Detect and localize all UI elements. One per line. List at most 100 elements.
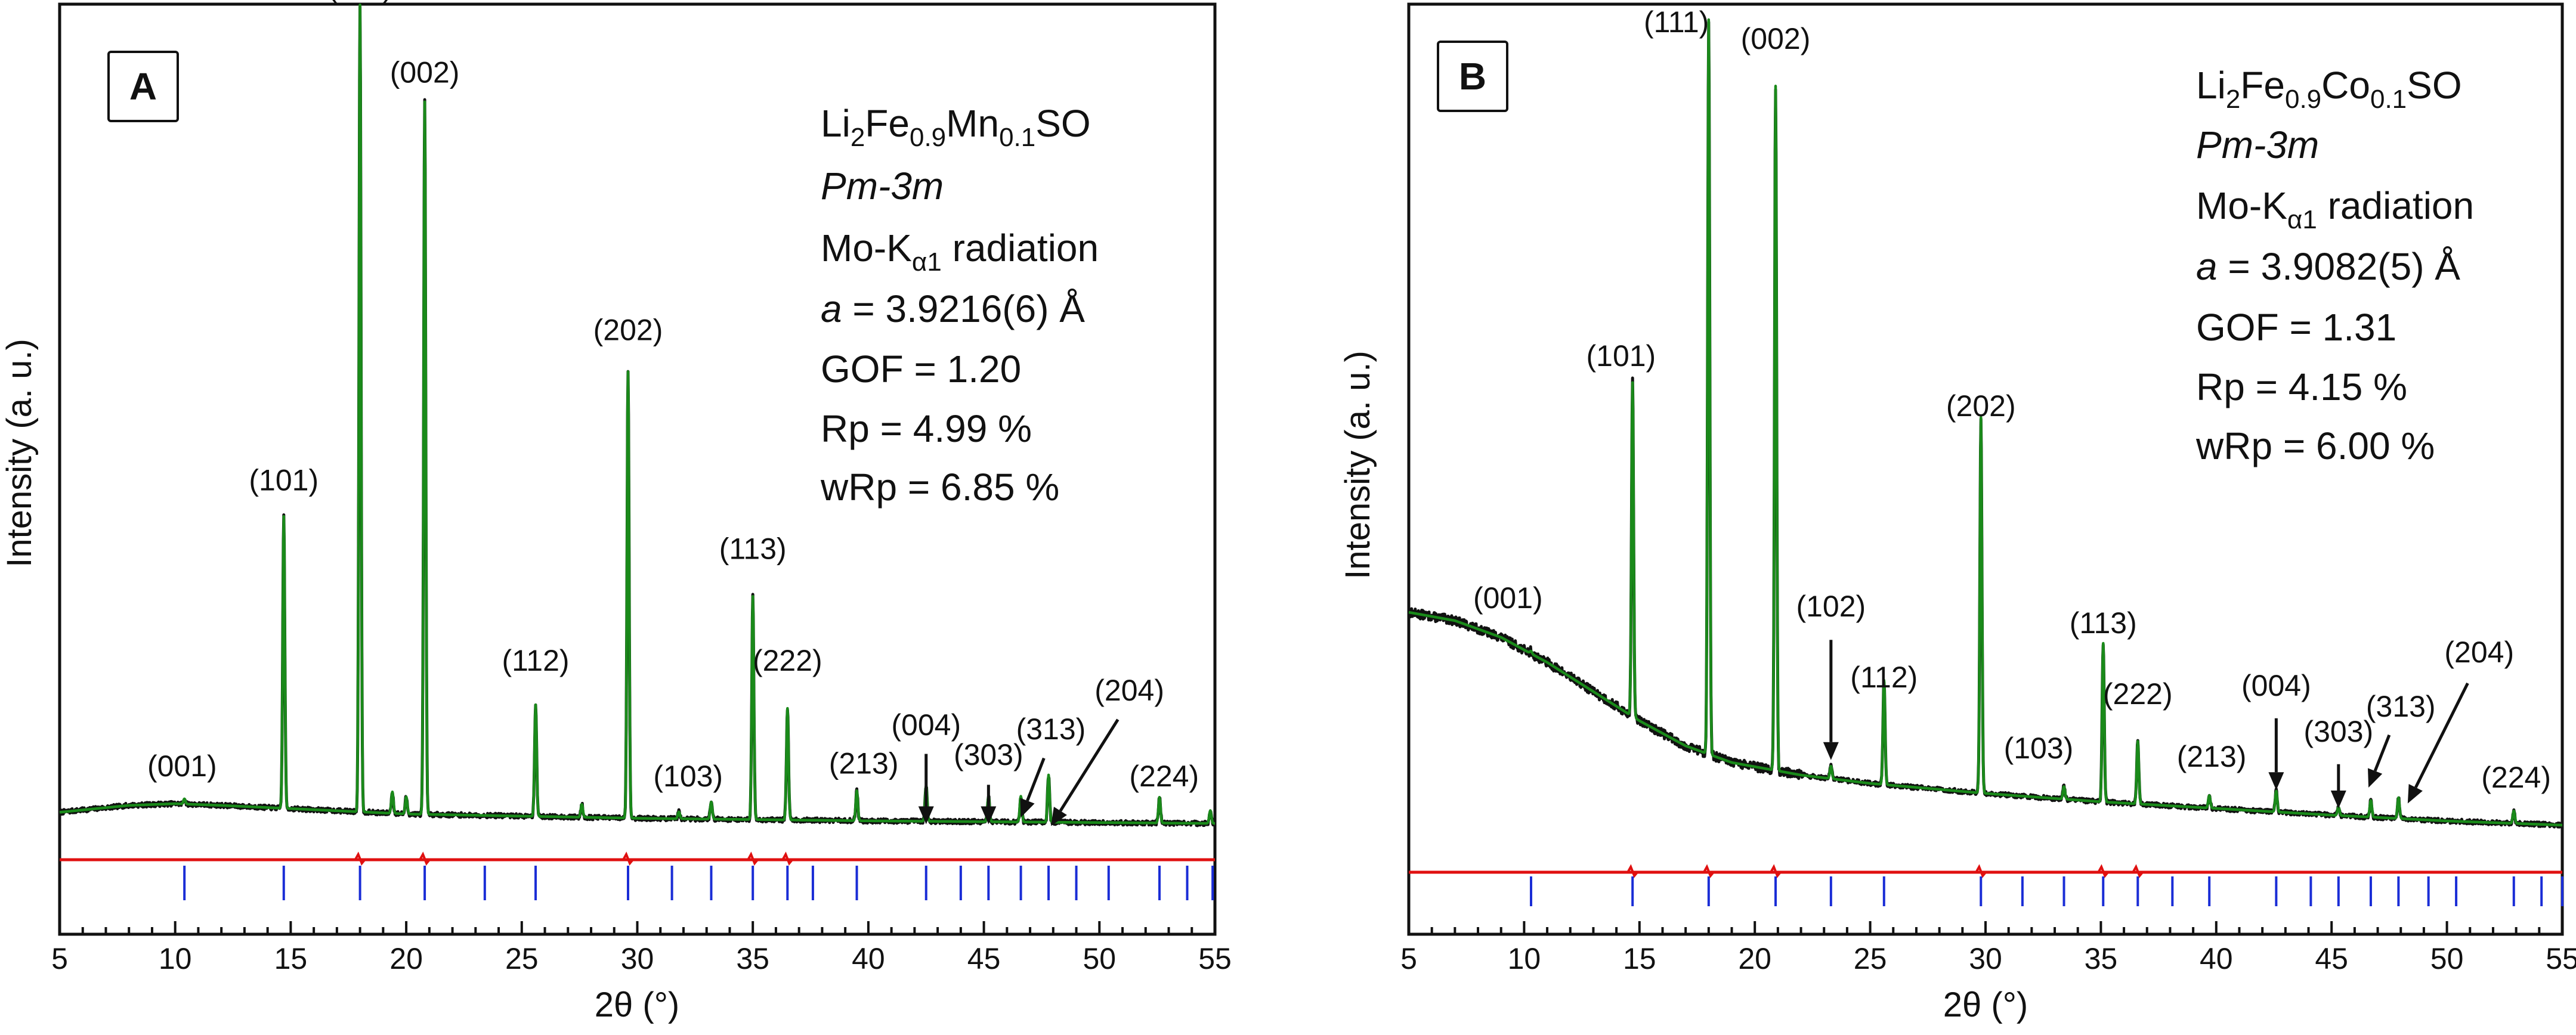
difference-ripples bbox=[354, 851, 793, 866]
peak-label: (002) bbox=[1741, 22, 1811, 55]
peak-arrow bbox=[1050, 718, 1120, 826]
y-axis-title: Intensity (a. u.) bbox=[0, 339, 39, 568]
x-axis-title: 2θ (°) bbox=[595, 986, 679, 1024]
peak-label: (111) bbox=[327, 0, 392, 3]
x-tick-label: 10 bbox=[159, 942, 192, 975]
peak-label: (112) bbox=[1850, 661, 1918, 694]
peak-arrow bbox=[2268, 718, 2284, 791]
peak-label: (101) bbox=[249, 463, 318, 497]
peak-label: (204) bbox=[1094, 674, 1164, 707]
peak-label: (202) bbox=[593, 313, 663, 346]
peak-label: (303) bbox=[954, 738, 1023, 771]
peak-label: (222) bbox=[2103, 677, 2173, 711]
compound-formula: Li2Fe0.9Mn0.1SO bbox=[821, 102, 1091, 152]
lattice-parameter: a = 3.9216(6) Å bbox=[821, 287, 1085, 330]
x-tick-label: 40 bbox=[2200, 942, 2233, 975]
peak-label: (102) bbox=[1796, 590, 1866, 623]
peak-label: (224) bbox=[2481, 761, 2551, 794]
peak-label: (303) bbox=[2303, 715, 2373, 748]
peak-arrow bbox=[1020, 757, 1046, 818]
space-group: Pm-3m bbox=[2196, 123, 2319, 166]
difference-ripple bbox=[1626, 864, 1638, 878]
x-axis-title: 2θ (°) bbox=[1943, 986, 2028, 1024]
x-tick-label: 5 bbox=[51, 942, 68, 975]
wrp-value: wRp = 6.85 % bbox=[820, 466, 1059, 509]
x-tick-label: 15 bbox=[274, 942, 308, 975]
peak-labels: (001) (101) (111) (002) (102) (112) (202) (103)… bbox=[1473, 5, 2551, 794]
x-tick-label: 30 bbox=[621, 942, 654, 975]
panel-label-box bbox=[107, 51, 179, 122]
peak-label: (313) bbox=[2366, 690, 2436, 723]
peak-label: (101) bbox=[1586, 339, 1656, 373]
peak-label: (113) bbox=[2070, 606, 2137, 640]
difference-ripple bbox=[781, 851, 793, 866]
peak-label: (213) bbox=[829, 747, 899, 780]
x-tick-label: 55 bbox=[1198, 942, 1232, 975]
peak-label: (001) bbox=[1473, 581, 1543, 615]
radiation: Mo-Kα1 radiation bbox=[2196, 184, 2474, 234]
panel-label: A bbox=[129, 65, 157, 108]
x-tick-label: 55 bbox=[2546, 942, 2576, 975]
x-tick-label: 35 bbox=[736, 942, 769, 975]
bragg-ticks bbox=[183, 866, 1214, 900]
difference-ripple bbox=[1770, 864, 1782, 878]
gof-value: GOF = 1.20 bbox=[821, 348, 1021, 391]
space-group: Pm-3m bbox=[821, 165, 944, 207]
calculated-pattern bbox=[1408, 18, 2563, 827]
compound-formula: Li2Fe0.9Co0.1SO bbox=[2196, 64, 2462, 114]
panel-label-box bbox=[1437, 41, 1508, 112]
peak-arrow bbox=[2330, 764, 2346, 808]
difference-ripple bbox=[747, 851, 759, 866]
difference-ripple bbox=[2097, 864, 2109, 878]
peak-label: (002) bbox=[390, 55, 460, 89]
x-tick-label: 35 bbox=[2085, 942, 2118, 975]
difference-ripple bbox=[622, 851, 634, 866]
peak-label: (103) bbox=[2004, 732, 2074, 765]
peak-label: (224) bbox=[1129, 760, 1199, 793]
x-tick-label: 25 bbox=[505, 942, 539, 975]
x-tick-label: 40 bbox=[852, 942, 885, 975]
x-tick-label: 20 bbox=[389, 942, 423, 975]
peak-arrow bbox=[918, 754, 934, 825]
peak-label: (313) bbox=[1016, 712, 1086, 746]
bragg-ticks bbox=[1530, 876, 2563, 906]
wrp-value: wRp = 6.00 % bbox=[2195, 424, 2435, 467]
peak-label: (112) bbox=[502, 644, 570, 677]
radiation: Mo-Kα1 radiation bbox=[821, 227, 1099, 277]
x-tick-label: 50 bbox=[1083, 942, 1116, 975]
y-axis-title: Intensity (a. u.) bbox=[1338, 351, 1377, 580]
difference-ripple bbox=[419, 851, 431, 866]
peak-arrows bbox=[918, 718, 1120, 826]
info-box: Li2Fe0.9Mn0.1SO Pm-3m Mo-Kα1 radiation a… bbox=[820, 102, 1099, 509]
x-tick-label: 20 bbox=[1738, 942, 1771, 975]
rp-value: Rp = 4.15 % bbox=[2196, 365, 2407, 408]
peak-label: (222) bbox=[753, 644, 822, 677]
peak-label: (113) bbox=[719, 532, 787, 566]
lattice-parameter: a = 3.9082(5) Å bbox=[2196, 245, 2460, 288]
peak-label: (001) bbox=[147, 749, 217, 783]
peak-arrow bbox=[981, 785, 997, 825]
peak-label: (204) bbox=[2444, 636, 2514, 669]
peak-label: (004) bbox=[891, 708, 961, 742]
rp-value: Rp = 4.99 % bbox=[821, 407, 1032, 450]
info-box: Li2Fe0.9Co0.1SO Pm-3m Mo-Kα1 radiation a… bbox=[2195, 64, 2474, 467]
peak-labels: (001) (101) (111) (002) (112) (202) (103) (113)… bbox=[147, 0, 1199, 793]
panel-label: B bbox=[1459, 55, 1486, 98]
peak-arrow bbox=[2368, 734, 2391, 788]
x-axis-ticks: 5 10 15 20 25 30 35 40 45 50 55 bbox=[1400, 921, 2576, 975]
x-tick-label: 10 bbox=[1508, 942, 1541, 975]
x-tick-label: 15 bbox=[1623, 942, 1656, 975]
difference-ripple bbox=[2132, 864, 2144, 878]
peak-arrow bbox=[1823, 640, 1839, 760]
x-axis-ticks: 5 10 15 20 25 30 35 40 45 50 55 bbox=[51, 921, 1232, 975]
peak-arrows bbox=[1823, 640, 2469, 808]
x-tick-label: 45 bbox=[2315, 942, 2348, 975]
peak-label: (103) bbox=[653, 760, 723, 793]
x-tick-label: 30 bbox=[1969, 942, 2002, 975]
x-tick-label: 45 bbox=[967, 942, 1001, 975]
difference-ripple bbox=[1703, 864, 1715, 878]
peak-label: (111) bbox=[1644, 5, 1709, 39]
gof-value: GOF = 1.31 bbox=[2196, 306, 2396, 349]
